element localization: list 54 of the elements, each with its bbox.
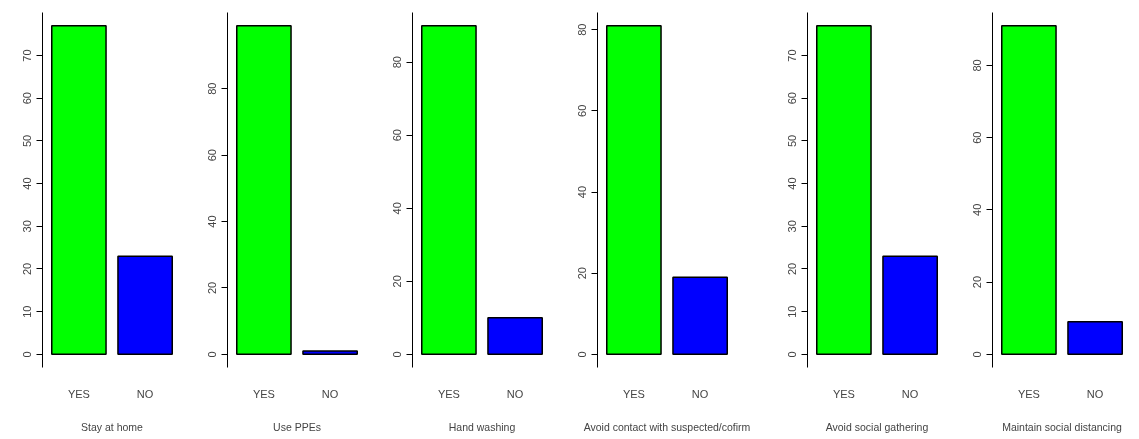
x-tick-label: NO [901, 387, 919, 400]
x-tick-label: NO [1086, 387, 1104, 400]
y-tick-label: 10 [21, 305, 34, 318]
x-tick-label: YES [437, 387, 460, 400]
y-tick-label: 60 [971, 131, 984, 144]
y-tick-label: 40 [786, 177, 799, 190]
x-axis-title: Use PPEs [273, 420, 321, 433]
x-tick-label: YES [67, 387, 90, 400]
y-tick-label: 0 [21, 351, 34, 358]
x-axis-title: Hand washing [448, 420, 516, 433]
y-tick-label: 60 [21, 92, 34, 105]
y-tick-label: 0 [971, 351, 984, 358]
y-tick-label: 30 [786, 220, 799, 233]
x-tick-label: YES [252, 387, 275, 400]
y-tick-label: 0 [206, 351, 219, 358]
x-tick-label: NO [691, 387, 709, 400]
y-tick-label: 80 [391, 56, 404, 69]
y-tick-label: 60 [786, 92, 799, 105]
x-tick-label: YES [832, 387, 855, 400]
y-tick-label: 20 [576, 267, 589, 280]
y-tick-label: 70 [21, 49, 34, 62]
y-tick-label: 20 [21, 262, 34, 276]
y-tick-label: 60 [391, 129, 404, 142]
y-tick-label: 60 [576, 104, 589, 117]
x-tick-label: NO [321, 387, 339, 400]
x-axis-title: Stay at home [81, 420, 144, 433]
y-tick-label: 40 [971, 203, 984, 216]
y-tick-label: 0 [391, 351, 404, 358]
y-tick-label: 80 [576, 23, 589, 36]
y-tick-label: 20 [206, 281, 219, 295]
y-tick-label: 40 [391, 202, 404, 215]
y-tick-label: 20 [786, 262, 799, 276]
y-tick-label: 40 [21, 177, 34, 190]
y-tick-label: 80 [206, 82, 219, 95]
y-tick-label: 20 [971, 275, 984, 289]
x-tick-label: NO [136, 387, 154, 400]
y-tick-label: 20 [391, 275, 404, 288]
y-tick-label: 10 [786, 305, 799, 318]
x-tick-label: YES [622, 387, 645, 400]
y-tick-label: 50 [21, 134, 34, 148]
y-tick-label: 40 [576, 185, 589, 199]
x-axis-title: Avoid social gathering [825, 420, 929, 433]
y-tick-label: 80 [971, 59, 984, 72]
y-tick-label: 0 [786, 351, 799, 358]
x-axis-title: Avoid contact with suspected/cofirm [583, 420, 751, 433]
y-tick-label: 60 [206, 149, 219, 162]
y-tick-label: 30 [21, 220, 34, 233]
y-tick-label: 0 [576, 351, 589, 358]
x-axis-title: Maintain social distancing [1002, 420, 1122, 433]
x-tick-label: NO [506, 387, 524, 400]
y-tick-label: 70 [786, 49, 799, 62]
y-tick-label: 40 [206, 215, 219, 228]
y-tick-label: 50 [786, 134, 799, 148]
x-tick-label: YES [1017, 387, 1040, 400]
